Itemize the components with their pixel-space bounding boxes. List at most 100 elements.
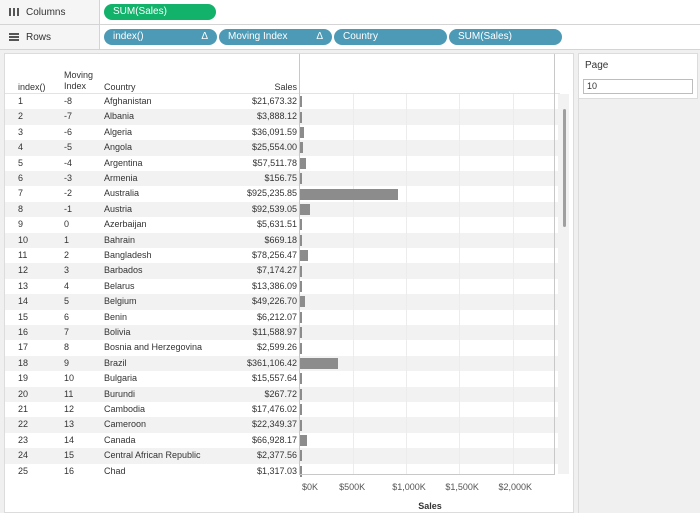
bar-mark[interactable] [300, 188, 399, 200]
row-index: 1 [18, 96, 24, 106]
table-row[interactable]: 19 10 Bulgaria $15,557.64 [5, 371, 560, 386]
table-row[interactable]: 6 -3 Armenia $156.75 [5, 171, 560, 187]
rows-icon [9, 33, 19, 41]
bar-mark[interactable] [300, 327, 302, 339]
header-moving-line1: Moving [64, 70, 94, 80]
pill-text: index() [113, 31, 144, 42]
bar-mark[interactable] [300, 265, 302, 277]
bar-mark[interactable] [300, 465, 302, 477]
row-sales: $11,588.97 [252, 327, 297, 337]
row-moving-index: -3 [64, 173, 73, 183]
table-row[interactable]: 13 4 Belarus $13,386.09 [5, 279, 560, 294]
row-sales: $1,317.03 [256, 465, 297, 476]
row-index: 8 [18, 203, 24, 214]
bar-mark[interactable] [300, 234, 302, 246]
bar-mark[interactable] [300, 96, 303, 108]
pill-sum-sales-rows[interactable]: SUM(Sales) [449, 29, 562, 45]
row-moving-index: 2 [64, 250, 70, 260]
row-moving-index: 1 [64, 234, 70, 245]
bar-mark[interactable] [300, 204, 310, 215]
table-row[interactable]: 9 0 Azerbaijan $5,631.51 [5, 217, 560, 232]
scrollbar-thumb[interactable] [563, 109, 566, 227]
bar-mark[interactable] [300, 450, 302, 462]
row-country: Austria [104, 203, 133, 214]
row-sales: $3,888.12 [256, 111, 297, 122]
bar-mark[interactable] [300, 404, 302, 416]
row-index: 14 [18, 296, 29, 307]
row-index: 19 [18, 373, 29, 384]
row-sales: $925,235.85 [246, 188, 297, 199]
row-sales: $17,476.02 [251, 404, 297, 414]
row-index: 9 [18, 219, 24, 230]
table-row[interactable]: 24 15 Central African Republic $2,377.56 [5, 448, 560, 464]
bar-mark[interactable] [300, 219, 302, 231]
row-moving-index: 5 [64, 296, 70, 307]
row-country: Bolivia [104, 327, 131, 337]
row-sales: $13,386.09 [251, 280, 297, 291]
bar-mark[interactable] [300, 435, 308, 446]
row-country: Bangladesh [104, 250, 152, 260]
table-row[interactable]: 12 3 Barbados $7,174.27 [5, 263, 560, 279]
bar-mark[interactable] [300, 388, 302, 400]
bar-mark[interactable] [300, 142, 303, 154]
bar-mark[interactable] [300, 358, 339, 369]
table-row[interactable]: 15 6 Benin $6,212.07 [5, 310, 560, 325]
table-row[interactable]: 8 -1 Austria $92,539.05 [5, 201, 560, 218]
header-sales: Sales [274, 82, 297, 92]
pill-text: SUM(Sales) [113, 6, 167, 17]
table-row[interactable]: 17 8 Bosnia and Herzegovina $2,599.26 [5, 340, 560, 355]
row-sales: $21,673.32 [251, 96, 297, 106]
table-row[interactable]: 20 11 Burundi $267.72 [5, 386, 560, 402]
table-row[interactable]: 21 12 Cambodia $17,476.02 [5, 402, 560, 417]
table-row[interactable]: 3 -6 Algeria $36,091.59 [5, 125, 560, 140]
row-sales: $267.72 [264, 388, 297, 399]
right-panel-border [578, 99, 579, 513]
table-row[interactable]: 18 9 Brazil $361,106.42 [5, 355, 560, 372]
page-filter-title: Page [585, 60, 609, 71]
bar-mark[interactable] [300, 250, 309, 262]
pane-divider-right [554, 54, 555, 474]
bar-mark[interactable] [300, 157, 307, 169]
pill-sum-sales-columns[interactable]: SUM(Sales) [104, 4, 216, 20]
bar-mark[interactable] [300, 296, 306, 308]
row-country: Benin [104, 311, 128, 322]
pill-moving-index[interactable]: Moving Index Δ [219, 29, 332, 45]
table-row[interactable]: 10 1 Bahrain $669.18 [5, 232, 560, 248]
table-row[interactable]: 2 -7 Albania $3,888.12 [5, 109, 560, 125]
row-sales: $66,928.17 [251, 434, 297, 445]
scrollbar-track[interactable] [558, 94, 569, 474]
bar-mark[interactable] [300, 127, 304, 138]
row-country: Cameroon [104, 419, 147, 430]
bar-mark[interactable] [300, 419, 303, 431]
row-moving-index: 6 [64, 311, 70, 322]
bar-mark[interactable] [300, 311, 302, 323]
row-moving-index: 11 [64, 388, 74, 399]
bar-mark[interactable] [300, 342, 302, 354]
bar-mark[interactable] [300, 281, 302, 292]
pill-index[interactable]: index() Δ [104, 29, 217, 45]
table-row[interactable]: 22 13 Cameroon $22,349.37 [5, 417, 560, 433]
bar-mark[interactable] [300, 111, 302, 123]
table-row[interactable]: 1 -8 Afghanistan $21,673.32 [5, 94, 560, 109]
row-country: Central African Republic [104, 450, 201, 461]
pill-country[interactable]: Country [334, 29, 447, 45]
table-row[interactable]: 14 5 Belgium $49,226.70 [5, 294, 560, 310]
table-row[interactable]: 11 2 Bangladesh $78,256.47 [5, 248, 560, 263]
table-row[interactable]: 5 -4 Argentina $57,511.78 [5, 156, 560, 171]
bar-mark[interactable] [300, 173, 302, 185]
row-country: Chad [104, 465, 126, 476]
row-sales: $2,377.56 [256, 450, 297, 461]
row-sales: $669.18 [264, 234, 297, 245]
row-index: 6 [18, 173, 24, 183]
page-filter-input[interactable]: 10 [583, 79, 693, 94]
row-moving-index: 14 [64, 434, 75, 445]
table-row[interactable]: 4 -5 Angola $25,554.00 [5, 140, 560, 156]
table-row[interactable]: 25 16 Chad $1,317.03 [5, 464, 560, 479]
table-row[interactable]: 7 -2 Australia $925,235.85 [5, 186, 560, 201]
table-row[interactable]: 16 7 Bolivia $11,588.97 [5, 325, 560, 341]
row-index: 11 [18, 250, 28, 260]
row-index: 3 [18, 126, 24, 137]
x-tick-label: $500K [339, 482, 366, 492]
table-row[interactable]: 23 14 Canada $66,928.17 [5, 433, 560, 448]
bar-mark[interactable] [300, 373, 302, 385]
